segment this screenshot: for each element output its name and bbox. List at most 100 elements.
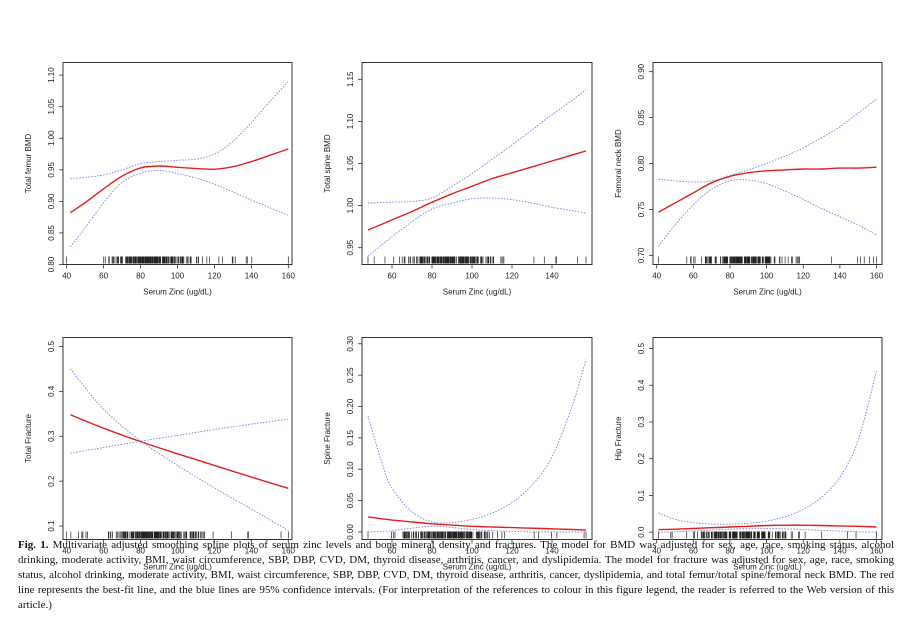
rug-marks [658,256,877,264]
x-tick-label: 60 [99,272,108,281]
y-tick-label: 1.05 [47,98,56,114]
x-tick-label: 40 [652,547,661,556]
ci-lower-line [658,179,877,247]
caption-text: Multivariate adjusted smoothing spline p… [18,539,894,611]
x-tick-label: 160 [282,547,296,556]
plot-frame [62,337,293,540]
x-tick-label: 140 [545,272,559,281]
x-tick-label: 160 [870,272,884,281]
x-tick-label: 80 [136,272,145,281]
y-tick-label: 0.85 [637,109,646,125]
x-axis-label: Serum Zinc (ug/dL) [733,563,802,572]
y-tick-label: 0.90 [637,63,646,79]
fit-line [367,150,587,231]
y-tick-label: 0.3 [47,430,56,442]
fit-line [367,516,587,531]
y-tick-label: 0.10 [346,461,355,477]
chart-total-femur-bmd: 40 60 80 100 120 140 160 0.80 0.85 0.90 0.95 1.00 1.… [24,62,296,297]
ci-upper-line [658,370,877,525]
rug-marks [367,531,587,539]
y-tick-label: 0.95 [47,161,56,177]
y-tick-label: 0.75 [637,201,646,217]
plot-frame [62,62,293,265]
x-tick-label: 160 [870,547,884,556]
y-tick-label: 0.00 [346,524,355,540]
y-tick-label: 0.30 [346,335,355,351]
x-tick-label: 40 [62,547,71,556]
y-tick-label: 1.10 [47,67,56,83]
x-tick-label: 60 [388,547,397,556]
ci-upper-line [70,81,289,180]
caption-label: Fig. 1. [18,539,49,551]
x-tick-label: 120 [797,547,811,556]
y-axis-label: Total femur BMD [24,133,33,193]
rug-marks [66,256,289,264]
x-tick-label: 60 [689,272,698,281]
y-tick-label: 0.85 [47,225,56,241]
y-tick-label: 0.2 [637,453,646,465]
y-tick-label: 0.80 [47,256,56,272]
y-tick-label: 0.25 [346,367,355,383]
y-tick-label: 0.2 [47,475,56,487]
x-tick-label: 60 [99,547,108,556]
x-tick-label: 100 [465,547,479,556]
plot-frame [361,62,593,265]
y-tick-label: 0.80 [637,155,646,171]
x-tick-label: 80 [725,272,734,281]
y-tick-label: 0.1 [47,520,56,532]
x-tick-label: 100 [171,272,185,281]
x-tick-label: 60 [388,272,397,281]
x-tick-label: 140 [833,547,847,556]
ci-lower-line [70,169,289,248]
y-tick-label: 0.90 [47,193,56,209]
y-tick-label: 0.70 [637,247,646,263]
y-tick-label: 1.10 [346,113,355,129]
x-axis-label: Serum Zinc (ug/dL) [443,563,512,572]
x-tick-label: 100 [465,272,479,281]
x-tick-label: 40 [62,272,71,281]
chart-femoral-neck-bmd: 40 60 80 100 120 140 160 0.70 0.75 0.80 0.85 0.90 Se… [614,62,884,297]
x-tick-label: 40 [652,272,661,281]
x-axis-label: Serum Zinc (ug/dL) [143,563,212,572]
y-tick-label: 1.05 [346,155,355,171]
y-tick-label: 1.00 [47,130,56,146]
x-axis-label: Serum Zinc (ug/dL) [143,288,212,297]
x-tick-label: 140 [245,272,259,281]
x-tick-label: 80 [136,547,145,556]
chart-spine-fracture: 60 80 100 120 140 0.00 0.05 0.10 0.15 0.20 0.25 0.3… [323,335,593,572]
y-tick-label: 0.95 [346,239,355,255]
figure-caption: Fig. 1. Multivariate adjusted smoothing … [18,538,894,613]
ci-upper-line [70,418,289,454]
y-axis-label: Spine Fracture [323,412,332,465]
y-axis-label: Total spine BMD [323,134,332,192]
plot-frame [361,337,593,540]
plot-frame [652,337,883,540]
x-tick-label: 60 [689,547,698,556]
x-tick-label: 100 [171,547,185,556]
fit-line [658,524,877,531]
rug-marks [658,531,877,539]
y-tick-label: 0.15 [346,430,355,446]
ci-lower-line [367,197,587,257]
y-axis-label: Femoral neck BMD [614,129,623,198]
x-tick-label: 100 [760,272,774,281]
ci-upper-line [367,359,587,524]
ci-lower-line [367,525,586,533]
x-tick-label: 100 [760,547,774,556]
y-tick-label: 0.5 [637,342,646,354]
fit-line [70,414,289,489]
x-tick-label: 120 [797,272,811,281]
x-axis-label: Serum Zinc (ug/dL) [443,288,512,297]
fit-line [70,148,289,214]
x-tick-label: 140 [545,547,559,556]
x-tick-label: 80 [428,272,437,281]
fit-line [658,166,877,213]
x-tick-label: 140 [245,547,259,556]
x-tick-label: 80 [725,547,734,556]
chart-total-spine-bmd: 60 80 100 120 140 0.95 1.00 1.05 1.10 1.15 Serum Z… [323,62,593,297]
rug-marks [66,531,289,539]
y-tick-label: 0.20 [346,398,355,414]
y-tick-label: 0.05 [346,492,355,508]
y-tick-label: 0.3 [637,416,646,428]
